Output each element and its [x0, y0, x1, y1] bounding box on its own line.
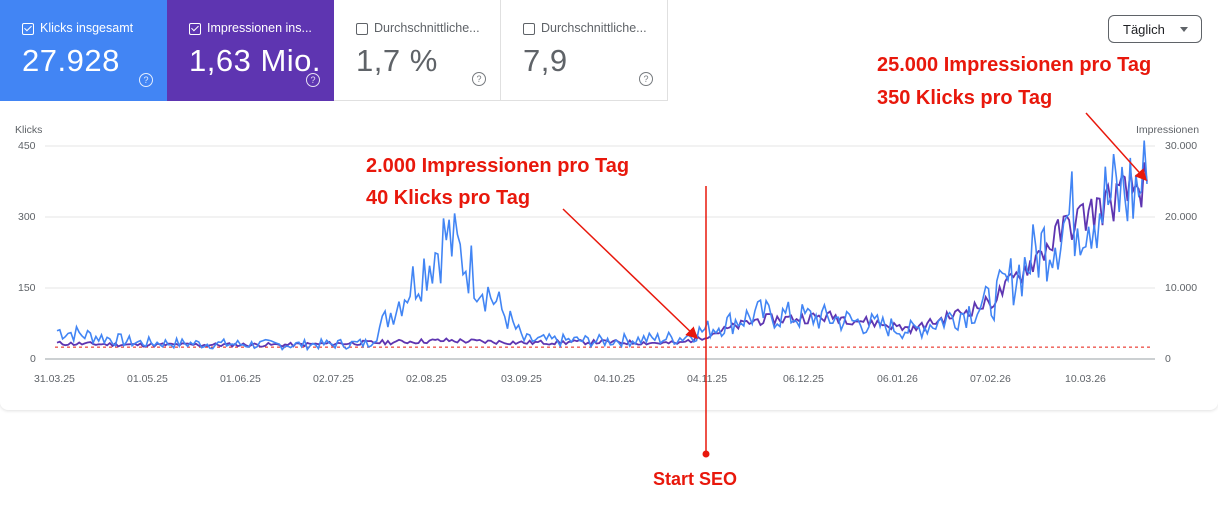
annotation-start-clicks: 40 Klicks pro Tag — [366, 187, 531, 209]
chart-series — [56, 140, 1148, 352]
annotation-start-seo: Start SEO — [653, 469, 738, 489]
metric-value: 1,63 Mio. — [189, 43, 322, 78]
help-icon[interactable]: ? — [472, 72, 486, 86]
metric-label: Durchschnittliche... — [374, 21, 480, 35]
metric-value: 1,7 % — [356, 43, 438, 78]
x-tick: 06.12.25 — [783, 373, 824, 385]
x-tick: 03.09.25 — [501, 373, 542, 385]
help-icon[interactable]: ? — [639, 72, 653, 86]
x-tick: 31.03.25 — [34, 373, 75, 385]
x-tick: 04.10.25 — [594, 373, 635, 385]
x-tick: 10.03.26 — [1065, 373, 1106, 385]
clicks-line — [56, 140, 1148, 352]
start-seo-dot — [702, 450, 710, 458]
chart-grid — [45, 145, 1155, 360]
right-tick: 0 — [1165, 353, 1171, 365]
left-tick: 0 — [30, 353, 36, 365]
right-tick: 10.000 — [1165, 282, 1198, 294]
checkbox-icon[interactable] — [189, 23, 201, 35]
annotation-end-impressions: 25.000 Impressionen pro Tag — [877, 54, 1152, 76]
left-tick: 150 — [18, 282, 36, 294]
x-tick: 07.02.26 — [970, 373, 1011, 385]
annotation-arrows — [562, 112, 1148, 458]
checkbox-icon[interactable] — [22, 23, 34, 35]
arrow-to-end — [1085, 112, 1148, 182]
right-tick: 20.000 — [1165, 211, 1198, 223]
metric-label: Durchschnittliche... — [541, 21, 647, 35]
granularity-dropdown[interactable]: Täglich — [1108, 15, 1202, 43]
right-tick: 30.000 — [1165, 140, 1198, 152]
help-icon[interactable]: ? — [139, 73, 153, 87]
x-tick: 02.07.25 — [313, 373, 354, 385]
metric-cards: Klicks insgesamt 27.928 ? Impressionen i… — [0, 0, 668, 101]
metric-card-position[interactable]: Durchschnittliche... 7,9 ? — [501, 0, 668, 101]
x-tick: 01.06.25 — [220, 373, 261, 385]
impressions-line — [56, 162, 1148, 348]
left-tick: 450 — [18, 140, 36, 152]
metric-card-impressions[interactable]: Impressionen ins... 1,63 Mio. ? — [167, 0, 334, 101]
x-tick: 02.08.25 — [406, 373, 447, 385]
metric-card-clicks[interactable]: Klicks insgesamt 27.928 ? — [0, 0, 167, 101]
metric-label: Impressionen ins... — [207, 21, 312, 35]
metric-label: Klicks insgesamt — [40, 21, 134, 35]
help-icon[interactable]: ? — [306, 73, 320, 87]
metric-value: 27.928 — [22, 43, 120, 78]
left-tick: 300 — [18, 211, 36, 223]
x-tick: 04.11.25 — [687, 373, 728, 385]
annotation-end-clicks: 350 Klicks pro Tag — [877, 87, 1053, 109]
left-axis-title: Klicks — [15, 124, 43, 136]
caret-down-icon — [1180, 27, 1188, 32]
annotation-start-impressions: 2.000 Impressionen pro Tag — [366, 155, 630, 177]
x-tick: 06.01.26 — [877, 373, 918, 385]
metric-value: 7,9 — [523, 43, 568, 78]
right-axis-title: Impressionen — [1136, 124, 1200, 136]
arrow-to-start — [562, 208, 699, 340]
metric-card-ctr[interactable]: Durchschnittliche... 1,7 % ? — [334, 0, 501, 101]
dropdown-label: Täglich — [1123, 22, 1165, 37]
checkbox-icon[interactable] — [356, 23, 368, 35]
x-tick: 01.05.25 — [127, 373, 168, 385]
checkbox-icon[interactable] — [523, 23, 535, 35]
